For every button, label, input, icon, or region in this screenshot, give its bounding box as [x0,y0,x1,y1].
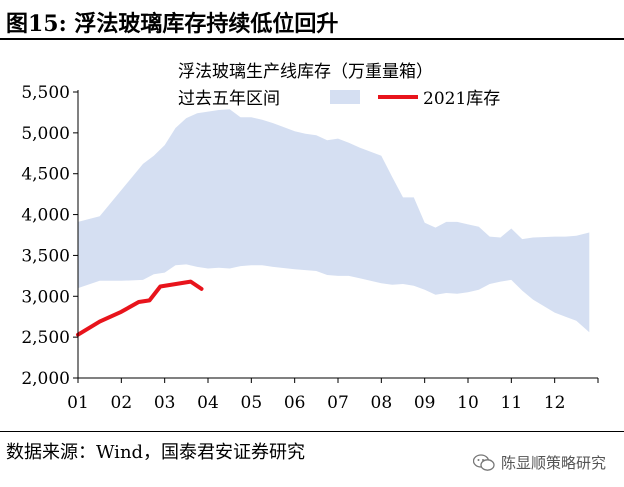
x-tick-label: 04 [197,393,219,413]
series-band-area [78,109,590,333]
y-tick-label: 4,500 [21,165,70,185]
series-line-2021 [76,279,204,337]
watermark: 陈显顺策略研究 [472,452,606,473]
figure-title: 图15: 浮法玻璃库存持续低位回升 [6,11,339,37]
chart-area: 2,000 2,500 3,000 3,500 4,000 4,500 5,000 5,500… [0,40,624,430]
figure-title-bar: 图15: 浮法玻璃库存持续低位回升 [0,0,624,40]
x-tick-label: 09 [414,393,436,413]
x-tick-label: 03 [154,393,176,413]
x-tick-label: 01 [67,393,89,413]
source-bar: 数据来源：Wind，国泰君安证券研究 陈显顺策略研究 [0,431,624,487]
y-tick-label: 3,000 [21,287,70,307]
band-layer [78,109,590,333]
y-tick-label: 2,000 [21,369,70,389]
legend-label-band: 过去五年区间 [178,89,280,109]
x-tick-label: 08 [371,393,393,413]
legend-label-line: 2021库存 [423,89,500,109]
y-tick-label: 2,500 [21,328,70,348]
line-layer [76,279,204,337]
inventory-chart: 2,000 2,500 3,000 3,500 4,000 4,500 5,000 5,500… [21,62,599,413]
y-tick-label: 4,000 [21,206,70,226]
x-tick-label: 07 [327,393,349,413]
x-tick-label: 10 [457,393,479,413]
legend: 浮法玻璃生产线库存（万重量箱） 过去五年区间 2021库存 [178,62,500,109]
source-note: 数据来源：Wind，国泰君安证券研究 [6,442,306,463]
y-tick-label: 5,500 [21,83,70,103]
x-tick-label: 11 [501,393,523,413]
axes-layer: 2,000 2,500 3,000 3,500 4,000 4,500 5,000 5,500… [21,83,599,413]
x-tick-label: 12 [544,393,566,413]
x-tick-label: 06 [284,393,306,413]
legend-swatch-band [330,90,360,104]
y-tick-label: 5,000 [21,124,70,144]
y-tick-label: 3,500 [21,246,70,266]
x-tick-label: 05 [241,393,263,413]
watermark-text: 陈显顺策略研究 [500,454,606,472]
x-tick-label: 02 [111,393,133,413]
wechat-icon [472,453,495,472]
legend-title: 浮法玻璃生产线库存（万重量箱） [178,62,433,82]
